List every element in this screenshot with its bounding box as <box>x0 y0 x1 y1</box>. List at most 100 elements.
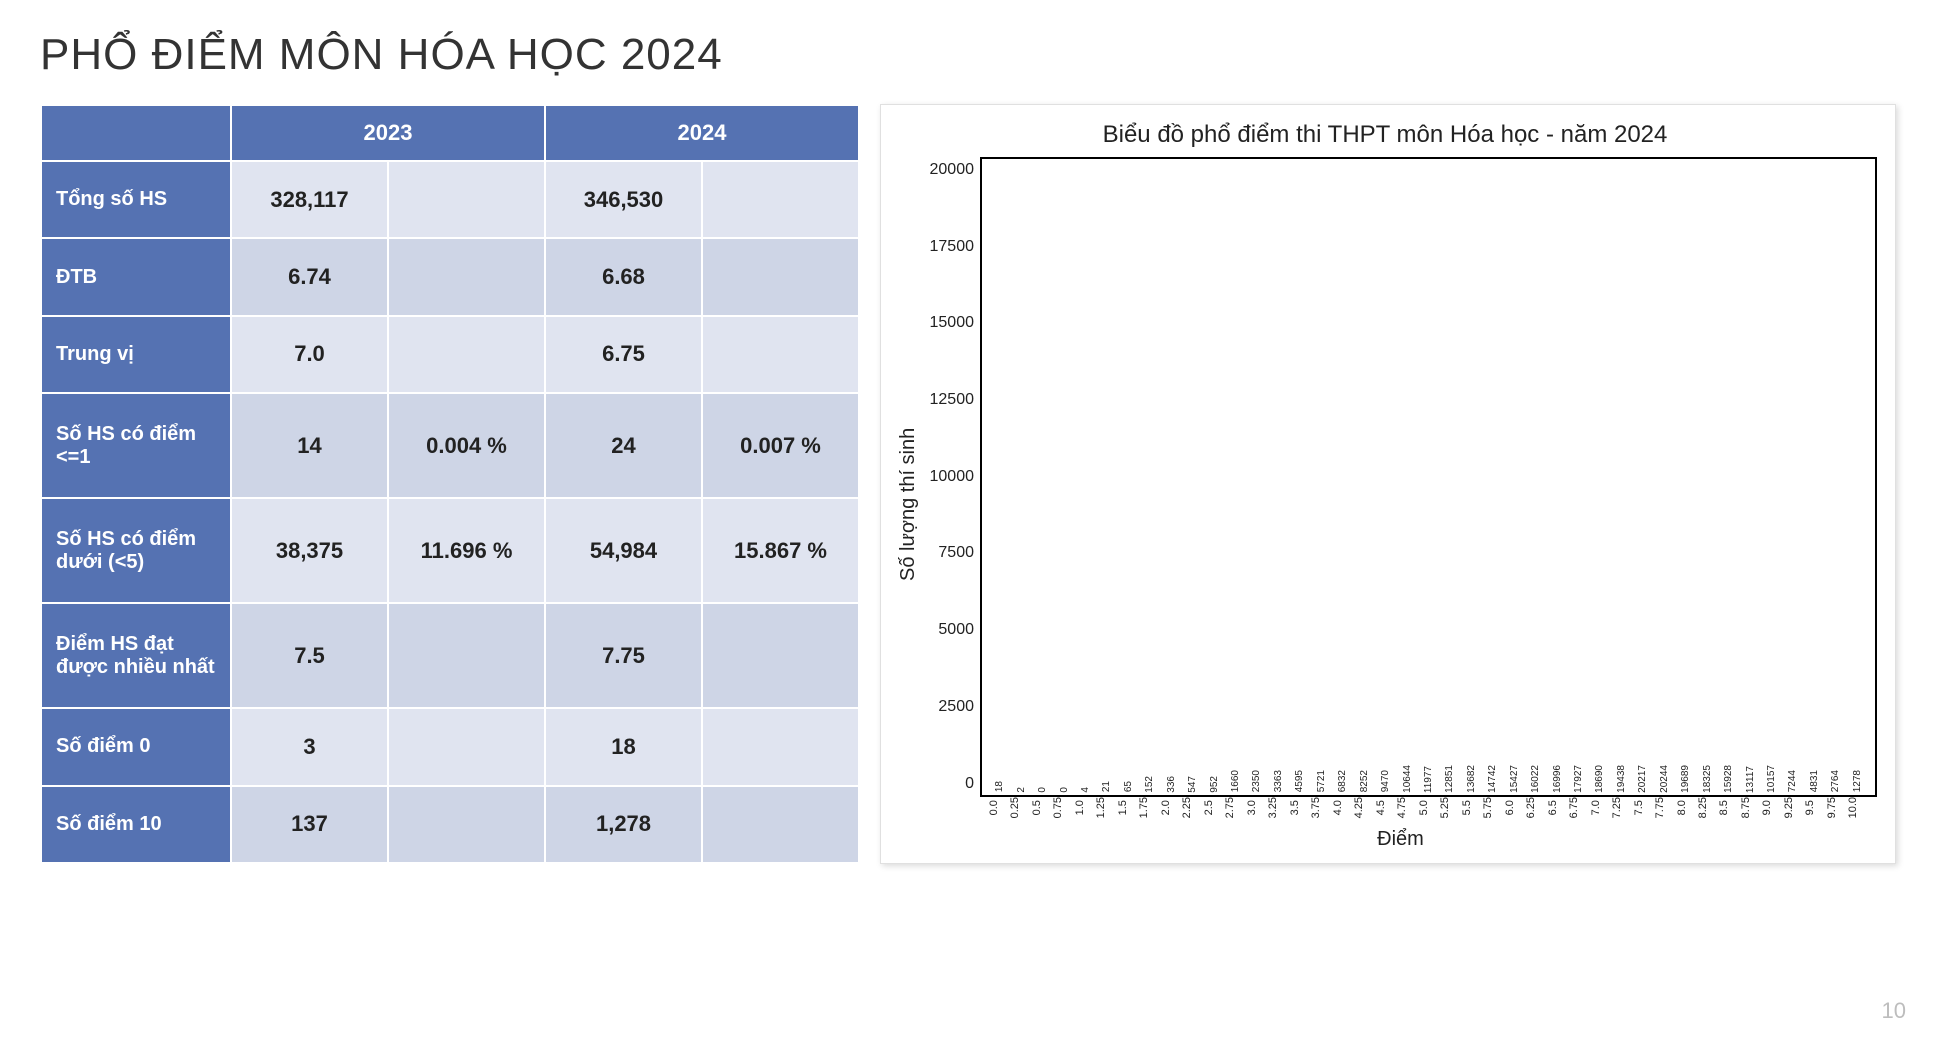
x-tick: 0.5 <box>1031 797 1052 822</box>
bar: 21 <box>1097 781 1116 794</box>
table-cell: 3 <box>231 708 388 785</box>
bar-value-label: 16996 <box>1552 765 1563 793</box>
bar-value-label: 15427 <box>1509 765 1520 793</box>
table-cell: 0.007 % <box>702 393 859 498</box>
bar: 17927 <box>1569 765 1588 795</box>
bar-value-label: 17927 <box>1573 765 1584 793</box>
x-tick: 1.5 <box>1117 797 1138 822</box>
x-tick: 1.0 <box>1074 797 1095 822</box>
y-tick: 10000 <box>930 468 975 486</box>
bar-value-label: 19689 <box>1680 765 1691 793</box>
x-tick: 2.75 <box>1224 797 1245 822</box>
bar: 6832 <box>1333 770 1352 794</box>
bar-value-label: 19438 <box>1616 765 1627 793</box>
content-layout: 2023 2024 Tổng số HS328,117346,530ĐTB6.7… <box>40 104 1896 864</box>
table-cell <box>702 238 859 315</box>
bar: 20244 <box>1655 765 1674 795</box>
bar-value-label: 0 <box>1059 787 1070 793</box>
x-tick: 6.5 <box>1547 797 1568 822</box>
x-tick: 7.0 <box>1590 797 1611 822</box>
x-tick: 8.75 <box>1740 797 1761 822</box>
x-tick: 7.25 <box>1611 797 1632 822</box>
page-number: 10 <box>1882 998 1906 1024</box>
bar: 65 <box>1119 781 1138 794</box>
x-tick: 6.25 <box>1525 797 1546 822</box>
bar-value-label: 4831 <box>1809 770 1820 792</box>
x-tick: 3.25 <box>1267 797 1288 822</box>
table-cell: 11.696 % <box>388 498 545 603</box>
x-tick: 4.5 <box>1375 797 1396 822</box>
row-label: Số HS có điểm dưới (<5) <box>41 498 231 603</box>
bar: 952 <box>1204 776 1223 795</box>
bar-value-label: 18325 <box>1702 765 1713 793</box>
bar: 13117 <box>1740 766 1759 795</box>
row-label: Số điểm 10 <box>41 786 231 863</box>
table-cell: 1,278 <box>545 786 702 863</box>
bar: 12851 <box>1440 765 1459 795</box>
bar: 19689 <box>1676 765 1695 795</box>
bar-value-label: 336 <box>1166 776 1177 793</box>
page-title: PHỔ ĐIỂM MÔN HÓA HỌC 2024 <box>40 30 1896 80</box>
bar-value-label: 4595 <box>1294 770 1305 792</box>
table-cell: 7.75 <box>545 603 702 708</box>
x-tick: 3.5 <box>1289 797 1310 822</box>
y-tick: 5000 <box>938 621 974 639</box>
row-label: Số HS có điểm <=1 <box>41 393 231 498</box>
x-tick: 2.25 <box>1181 797 1202 822</box>
table-cell: 54,984 <box>545 498 702 603</box>
bar-value-label: 13117 <box>1745 766 1756 793</box>
x-tick: 4.0 <box>1332 797 1353 822</box>
bar: 15928 <box>1719 765 1738 795</box>
bar: 10157 <box>1762 765 1781 795</box>
bar: 2764 <box>1826 770 1845 794</box>
bar: 20217 <box>1633 765 1652 795</box>
bar: 4831 <box>1805 770 1824 794</box>
row-label: Số điểm 0 <box>41 708 231 785</box>
comparison-table: 2023 2024 Tổng số HS328,117346,530ĐTB6.7… <box>40 104 860 864</box>
bar: 16022 <box>1526 765 1545 795</box>
x-tick: 4.75 <box>1396 797 1417 822</box>
score-histogram: Biểu đồ phổ điểm thi THPT môn Hóa học - … <box>880 104 1896 864</box>
y-tick: 17500 <box>930 238 975 256</box>
bar-value-label: 6832 <box>1337 770 1348 792</box>
table-cell: 6.75 <box>545 316 702 393</box>
bar-value-label: 9470 <box>1380 770 1391 792</box>
table-cell: 7.0 <box>231 316 388 393</box>
y-tick: 2500 <box>938 698 974 716</box>
x-tick: 6.75 <box>1568 797 1589 822</box>
bar: 10644 <box>1397 765 1416 795</box>
bar: 547 <box>1183 776 1202 795</box>
y-ticks: 20000175001500012500100007500500025000 <box>924 157 980 797</box>
table-cell <box>702 161 859 238</box>
bar: 19438 <box>1612 765 1631 795</box>
table-cell <box>702 603 859 708</box>
x-tick: 1.75 <box>1138 797 1159 822</box>
table-cell <box>702 786 859 863</box>
y-tick: 12500 <box>930 391 975 409</box>
bar: 13682 <box>1462 765 1481 795</box>
bar: 9470 <box>1376 770 1395 794</box>
table-cell <box>388 316 545 393</box>
bar-value-label: 952 <box>1209 776 1220 793</box>
table-cell: 0.004 % <box>388 393 545 498</box>
y-axis-label: Số lượng thí sinh <box>893 157 924 851</box>
y-tick: 0 <box>965 775 974 793</box>
table-cell <box>388 161 545 238</box>
row-label: Tổng số HS <box>41 161 231 238</box>
x-tick: 0.75 <box>1052 797 1073 822</box>
bar: 152 <box>1140 776 1159 795</box>
x-tick: 9.0 <box>1761 797 1782 822</box>
plot-area: 1820042165152336547952166023503363459557… <box>980 157 1877 797</box>
bar-value-label: 2350 <box>1251 770 1262 792</box>
y-tick: 15000 <box>930 314 975 332</box>
x-tick: 4.25 <box>1353 797 1374 822</box>
table-cell: 24 <box>545 393 702 498</box>
bar: 4 <box>1076 787 1095 795</box>
x-tick: 3.75 <box>1310 797 1331 822</box>
x-tick: 7.5 <box>1633 797 1654 822</box>
x-tick: 0.0 <box>988 797 1009 822</box>
bar: 18325 <box>1697 765 1716 795</box>
bar-value-label: 14742 <box>1487 765 1498 793</box>
bar: 8252 <box>1354 770 1373 794</box>
x-tick: 0.25 <box>1009 797 1030 822</box>
